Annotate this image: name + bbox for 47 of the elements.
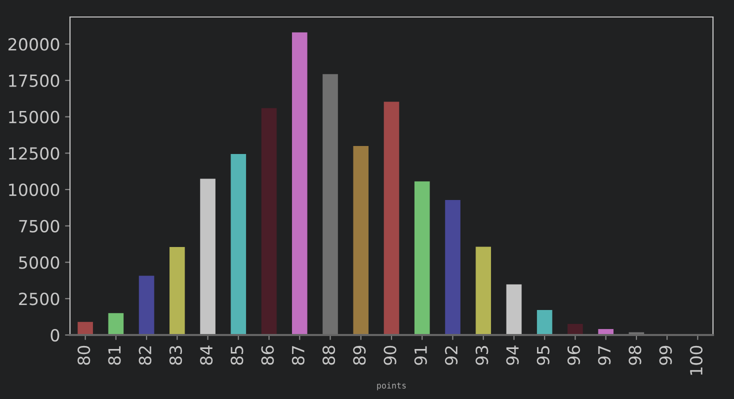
bar [384,102,400,335]
y-tick-label: 15000 [9,110,60,124]
bar [138,276,154,335]
x-tick-label: 93 [476,346,488,365]
x-tick-label: 86 [261,346,274,365]
y-tick-label: 17500 [9,74,60,87]
bar [170,246,185,335]
bar [108,313,124,335]
x-tick-label: 83 [169,346,182,365]
x-tick-label: 89 [353,346,366,365]
x-tick-label: 100 [690,346,703,375]
bar [506,284,522,335]
y-tick-label: 12500 [9,147,60,160]
x-tick-label: 97 [598,346,611,365]
x-tick-label: 85 [230,346,244,365]
x-tick-label: 92 [444,346,458,365]
x-tick-label: 95 [536,346,550,365]
y-tick-label: 20000 [8,38,60,51]
y-tick-label: 7500 [19,220,60,232]
y-tick-label: 10000 [9,183,60,196]
bar [292,32,308,335]
bar [568,324,583,335]
bar [261,108,277,335]
x-tick-label: 96 [567,346,580,365]
x-tick-label: 84 [200,346,213,365]
x-axis-title: points [377,382,406,390]
x-tick-label: 91 [414,346,427,365]
bar [414,181,430,335]
x-tick-label: 94 [506,346,519,365]
bar [536,310,552,335]
y-tick-label: 2500 [19,292,60,306]
x-tick-label: 80 [78,346,90,365]
x-tick-label: 90 [384,346,396,365]
bar [476,246,492,335]
x-tick-label: 98 [628,346,642,365]
x-tick-label: 87 [292,346,304,365]
y-tick-label: 5000 [19,256,60,269]
x-tick-label: 82 [138,346,152,365]
bar [78,322,93,335]
x-tick-label: 88 [322,346,336,365]
bar [230,154,246,335]
y-tick-label: 0 [50,328,60,342]
x-tick-label: 99 [659,346,672,365]
bar [353,146,369,335]
bar [200,178,216,335]
x-tick-label: 81 [108,346,121,365]
bar [445,200,460,335]
